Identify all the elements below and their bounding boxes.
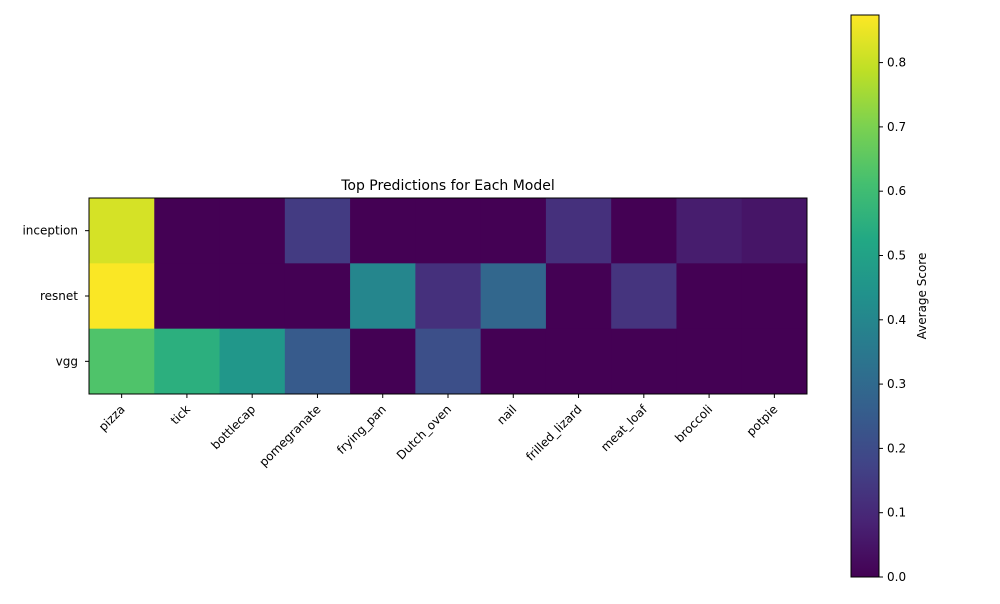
- colorbar: 0.0 0.1 0.2 0.3 0.4 0.5 0.6 0.7 0.8: [850, 14, 906, 584]
- heatmap-cell: [676, 263, 743, 330]
- x-tick-label: Dutch_oven: [394, 402, 454, 462]
- x-tick-label: meat_loaf: [598, 402, 650, 454]
- heatmap-cell: [415, 263, 482, 330]
- colorbar-tick-label: 0.0: [887, 570, 906, 584]
- heatmap-cell: [611, 263, 677, 330]
- colorbar-tick-label: 0.4: [887, 313, 906, 327]
- x-tick-label: tick: [168, 402, 193, 427]
- heatmap-cell: [89, 198, 155, 264]
- heatmap-cell: [89, 328, 155, 395]
- heatmap-cells: [89, 198, 808, 395]
- heatmap-cell: [611, 328, 677, 395]
- heatmap-cell: [284, 328, 351, 395]
- heatmap-cell: [350, 263, 416, 330]
- x-tick-label: frilled_lizard: [523, 402, 584, 463]
- x-tick-label: frying_pan: [334, 402, 389, 457]
- y-axis: inception resnet vgg: [22, 224, 89, 368]
- colorbar-tick-label: 0.2: [887, 441, 906, 455]
- x-tick-label: bottlecap: [208, 402, 258, 452]
- heatmap-cell: [219, 263, 286, 330]
- heatmap-cell: [480, 263, 547, 330]
- heatmap-cell: [545, 263, 612, 330]
- colorbar-tick-label: 0.6: [887, 184, 906, 198]
- heatmap-cell: [154, 263, 221, 330]
- colorbar-tick-label: 0.3: [887, 377, 906, 391]
- colorbar-tick-label: 0.5: [887, 248, 906, 262]
- heatmap-cell: [350, 328, 416, 395]
- heatmap-cell: [154, 328, 221, 395]
- colorbar-label: Average Score: [915, 253, 929, 340]
- x-tick-label: pomegranate: [256, 402, 323, 469]
- heatmap-cell: [154, 198, 221, 264]
- x-tick-label: potpie: [744, 402, 781, 439]
- colorbar-gradient: [850, 14, 880, 578]
- heatmap-cell: [676, 198, 743, 264]
- y-tick-label: vgg: [56, 354, 78, 368]
- heatmap-cell: [545, 198, 612, 264]
- heatmap-cell: [284, 263, 351, 330]
- colorbar-tick-label: 0.8: [887, 56, 906, 70]
- colorbar-tick-label: 0.1: [887, 506, 906, 520]
- x-tick-label: nail: [494, 402, 519, 427]
- y-tick-label: resnet: [40, 289, 78, 303]
- chart-title: Top Predictions for Each Model: [340, 178, 555, 194]
- heatmap-cell: [741, 328, 808, 395]
- heatmap-cell: [480, 198, 547, 264]
- x-tick-label: broccoli: [672, 402, 715, 445]
- heatmap-cell: [89, 263, 155, 330]
- heatmap-cell: [741, 198, 808, 264]
- heatmap-cell: [284, 198, 351, 264]
- heatmap-cell: [219, 198, 286, 264]
- heatmap-cell: [480, 328, 547, 395]
- heatmap-cell: [676, 328, 743, 395]
- heatmap-cell: [415, 328, 482, 395]
- x-tick-label: pizza: [96, 402, 128, 434]
- heatmap-cell: [350, 198, 416, 264]
- heatmap-cell: [219, 328, 286, 395]
- heatmap-cell: [545, 328, 612, 395]
- heatmap-cell: [741, 263, 808, 330]
- heatmap-cell: [611, 198, 677, 264]
- heatmap-cell: [415, 198, 482, 264]
- colorbar-tick-label: 0.7: [887, 120, 906, 134]
- y-tick-label: inception: [22, 224, 78, 238]
